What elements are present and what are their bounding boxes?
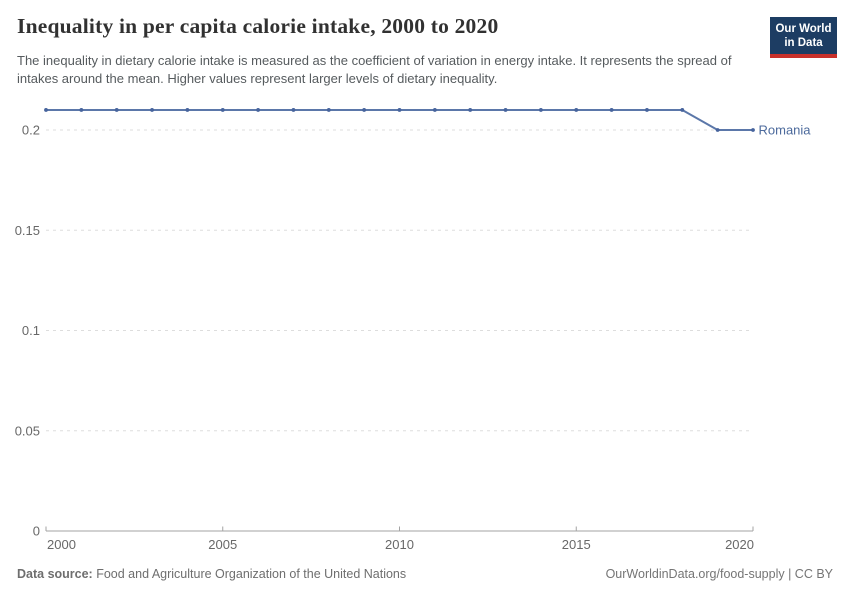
data-point-marker (609, 108, 614, 112)
data-point-marker (539, 108, 543, 112)
data-source-value: Food and Agriculture Organization of the… (96, 567, 407, 581)
data-point-marker (185, 108, 190, 112)
data-point-marker (220, 108, 225, 112)
data-point-marker (751, 128, 755, 132)
y-tick-label: 0.1 (22, 323, 40, 338)
data-point-marker (432, 108, 437, 112)
data-point-marker (150, 108, 154, 112)
data-point-marker (79, 108, 84, 112)
data-point-marker (256, 108, 260, 112)
x-tick-label: 2000 (47, 537, 76, 552)
chart-subtitle: The inequality in dietary calorie intake… (17, 53, 732, 86)
data-point-marker (645, 108, 649, 112)
x-tick-label: 2015 (562, 537, 591, 552)
data-point-marker (362, 108, 367, 112)
data-point-marker (44, 108, 48, 112)
page-title: Inequality in per capita calorie intake,… (17, 14, 499, 38)
data-point-marker (291, 108, 296, 112)
data-point-marker (114, 108, 119, 112)
owid-link[interactable]: OurWorldinData.org/food-supply | CC BY (605, 567, 833, 581)
data-point-marker (574, 108, 579, 112)
x-tick-label: 2005 (208, 537, 237, 552)
y-tick-label: 0.2 (22, 123, 40, 138)
owid-logo-line2: in Data (784, 37, 823, 49)
chart-footer: Data source: Food and Agriculture Organi… (17, 566, 833, 582)
series-label[interactable]: Romania (759, 123, 812, 138)
x-tick-label: 2010 (385, 537, 414, 552)
data-point-marker (503, 108, 508, 112)
data-point-marker (715, 128, 720, 132)
y-tick-label: 0 (33, 524, 40, 539)
data-source-label: Data source: (17, 567, 93, 581)
owid-logo[interactable]: Our World in Data (770, 17, 837, 58)
data-point-marker (468, 108, 473, 112)
owid-logo-line1: Our World (775, 23, 832, 35)
data-point-marker (680, 108, 685, 112)
data-source: Data source: Food and Agriculture Organi… (17, 566, 406, 582)
data-point-marker (326, 108, 331, 112)
data-point-marker (397, 108, 402, 112)
series-line (46, 108, 753, 131)
x-tick-label: 2020 (725, 537, 754, 552)
y-tick-label: 0.05 (15, 423, 40, 438)
y-tick-label: 0.15 (15, 223, 40, 238)
